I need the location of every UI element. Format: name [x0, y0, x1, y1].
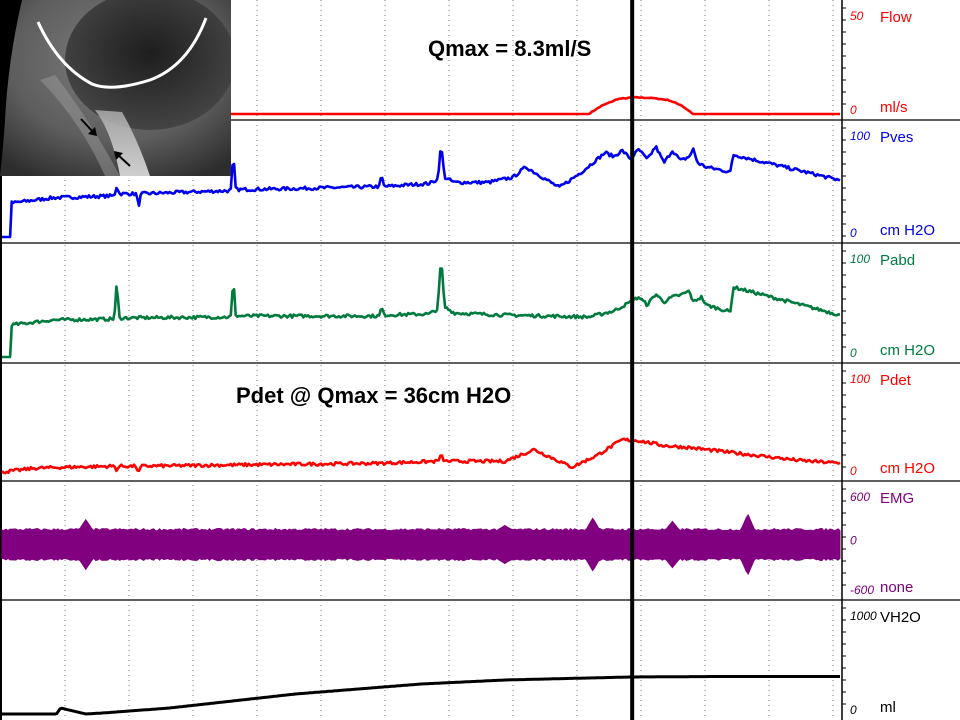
scale-bottom-label: -600 [850, 583, 874, 597]
channel-unit-label: cm H2O [880, 342, 935, 359]
arrow-icon [114, 151, 131, 167]
scale-top-label: 100 [850, 252, 870, 266]
scale-top-label: 600 [850, 490, 870, 504]
channel-unit-label: ml/s [880, 99, 908, 116]
channel-unit-label: ml [880, 699, 896, 716]
qmax-annotation: Qmax = 8.3ml/S [428, 36, 591, 61]
series-vh2o-line [2, 675, 840, 716]
channel-name-label: Flow [880, 9, 912, 26]
scale-top-label: 1000 [850, 609, 877, 623]
scale-bottom-label: 0 [850, 464, 857, 478]
channel-name-label: VH2O [880, 609, 921, 626]
channel-name-label: EMG [880, 490, 914, 507]
channel-unit-label: none [880, 579, 913, 596]
channel-name-label: Pabd [880, 252, 915, 269]
series-emg-band [1, 513, 841, 576]
scale-bottom-label: 0 [850, 103, 857, 117]
scale-bottom-label: 0 [850, 703, 857, 717]
arrow-icon [80, 118, 97, 136]
fluoroscopy-inset [0, 0, 231, 176]
channel-unit-label: cm H2O [880, 460, 935, 477]
series-pdet-line [1, 437, 841, 475]
series-pabd-line [2, 267, 840, 359]
pdet-at-qmax-annotation: Pdet @ Qmax = 36cm H2O [236, 383, 511, 408]
scale-top-label: 100 [850, 372, 870, 386]
series-pves-line [2, 145, 841, 239]
channel-name-label: Pdet [880, 372, 912, 389]
scale-zero-label: 0 [850, 534, 857, 548]
channel-unit-label: cm H2O [880, 222, 935, 239]
channel-name-label: Pves [880, 129, 913, 146]
channel-scales: 50 Flow 0 ml/s 100 Pves 0 cm H2O 100 Pabd 0 cm H2O 1… [850, 9, 935, 717]
scale-bottom-label: 0 [850, 226, 857, 240]
scale-top-label: 50 [850, 9, 864, 23]
scale-bottom-label: 0 [850, 346, 857, 360]
scale-top-label: 100 [850, 129, 870, 143]
